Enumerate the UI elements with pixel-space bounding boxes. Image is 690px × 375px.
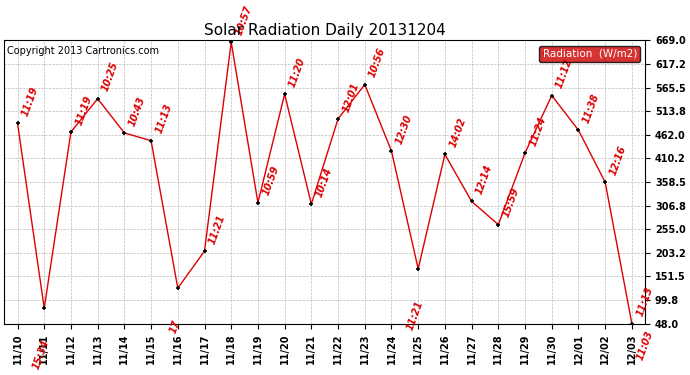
- Point: [386, 148, 397, 154]
- Point: [573, 127, 584, 133]
- Point: [253, 200, 264, 206]
- Text: 15:34: 15:34: [32, 339, 52, 371]
- Point: [279, 91, 290, 97]
- Text: 10:59: 10:59: [261, 165, 281, 197]
- Point: [199, 248, 210, 254]
- Text: 12:16: 12:16: [608, 144, 628, 177]
- Point: [226, 39, 237, 45]
- Point: [600, 179, 611, 185]
- Text: 17: 17: [168, 319, 182, 335]
- Point: [359, 81, 371, 87]
- Text: 10:14: 10:14: [314, 166, 334, 198]
- Point: [92, 96, 104, 102]
- Point: [119, 130, 130, 136]
- Text: 10:25: 10:25: [101, 61, 120, 93]
- Text: 11:03: 11:03: [635, 329, 655, 362]
- Text: 10:43: 10:43: [127, 95, 147, 128]
- Point: [466, 198, 477, 204]
- Text: 11:20: 11:20: [288, 56, 307, 88]
- Point: [546, 93, 558, 99]
- Point: [413, 266, 424, 272]
- Text: 11:12: 11:12: [555, 57, 575, 90]
- Text: 10:57: 10:57: [234, 4, 254, 37]
- Text: 11:19: 11:19: [20, 86, 40, 118]
- Text: 11:38: 11:38: [581, 92, 601, 124]
- Point: [146, 138, 157, 144]
- Title: Solar Radiation Daily 20131204: Solar Radiation Daily 20131204: [204, 23, 446, 38]
- Text: 11:21: 11:21: [207, 213, 227, 246]
- Point: [66, 129, 77, 135]
- Text: 12:14: 12:14: [475, 164, 494, 196]
- Point: [172, 285, 184, 291]
- Point: [493, 222, 504, 228]
- Text: 11:19: 11:19: [74, 94, 94, 126]
- Text: Copyright 2013 Cartronics.com: Copyright 2013 Cartronics.com: [8, 46, 159, 56]
- Point: [306, 201, 317, 207]
- Text: 11:13: 11:13: [635, 286, 655, 318]
- Point: [440, 152, 451, 157]
- Text: 10:56: 10:56: [368, 46, 388, 79]
- Point: [627, 321, 638, 327]
- Legend: Radiation  (W/m2): Radiation (W/m2): [540, 45, 640, 62]
- Text: 11:24: 11:24: [528, 115, 548, 147]
- Point: [333, 116, 344, 122]
- Text: 12:30: 12:30: [394, 113, 414, 146]
- Point: [39, 305, 50, 311]
- Text: 12:01: 12:01: [341, 81, 361, 113]
- Point: [12, 120, 23, 126]
- Text: 11:13: 11:13: [154, 103, 174, 135]
- Point: [520, 150, 531, 156]
- Text: 14:02: 14:02: [448, 116, 468, 149]
- Text: 15:59: 15:59: [501, 187, 521, 219]
- Text: 11:21: 11:21: [406, 300, 426, 332]
